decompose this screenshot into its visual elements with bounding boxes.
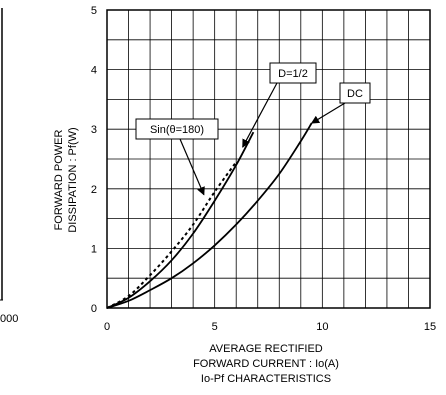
chart-title: Io-Pf CHARACTERISTICS [201,373,331,385]
y-axis-title-line-1: FORWARD POWER [53,130,65,231]
x-tick-label: 15 [424,321,436,333]
y-tick-labels: 0 1 2 3 4 5 [91,5,97,315]
x-axis-title-line-2: FORWARD CURRENT : Io(A) [193,358,339,370]
callout-box [135,118,219,140]
plot-area-border [106,9,431,309]
grid [107,10,430,308]
y-tick-label: 1 [91,243,97,255]
y-tick-label: 3 [91,124,97,136]
x-tick-labels: 0 5 10 15 [104,321,436,333]
left-fragment-label: 000 [0,313,18,325]
callout-box [269,62,317,84]
series-line [106,161,238,309]
callout-arrow [242,82,278,148]
x-tick-label: 0 [104,321,110,333]
y-tick-label: 2 [91,184,97,196]
callout-arrow [310,102,346,124]
y-tick-label: 5 [91,5,97,17]
y-tick-label: 4 [91,65,97,77]
x-tick-label: 10 [316,321,328,333]
series-line [106,122,313,309]
callout-box [339,82,371,104]
callout-label: Sin(θ=180) [150,124,204,136]
series-layer [106,122,313,309]
x-axis-title-line-1: AVERAGE RECTIFIED [209,343,323,355]
x-tick-label: 5 [212,321,218,333]
callout-label: D=1/2 [278,68,308,80]
y-tick-label: 0 [91,303,97,315]
callouts: D=1/2 DC Sin(θ=180) [135,62,371,196]
callout-label: DC [347,88,363,100]
y-axis-title-line-2: DISSIPATION : Pf(W) [67,127,79,232]
series-line [106,131,255,309]
plot-frame [106,9,431,309]
callout-arrow [179,138,205,196]
